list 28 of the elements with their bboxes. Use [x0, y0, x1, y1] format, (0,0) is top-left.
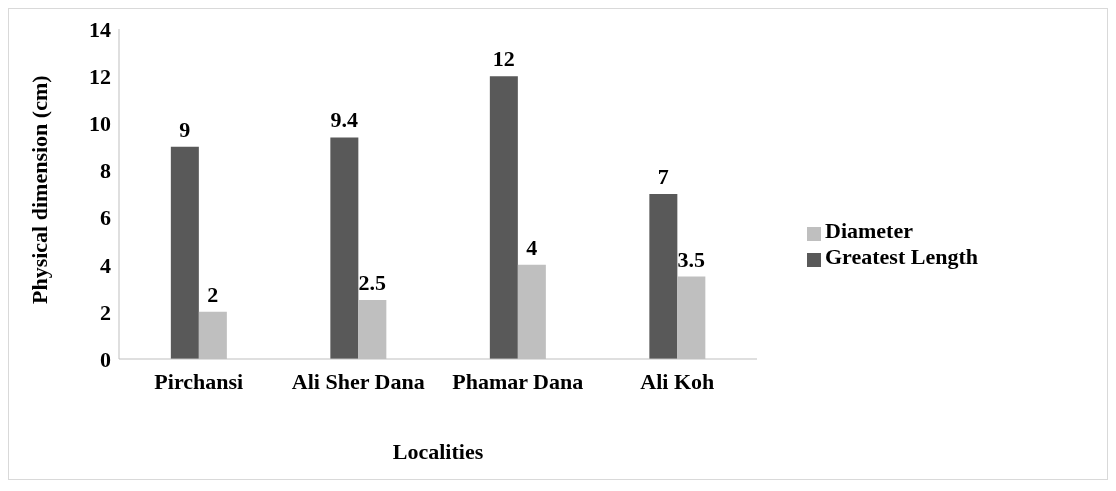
y-tick-label: 6	[100, 205, 111, 231]
data-label: 4	[526, 234, 538, 260]
data-label: 7	[657, 164, 669, 189]
y-tick-label: 12	[89, 63, 111, 89]
data-label: 2	[207, 281, 219, 307]
data-label: 9	[179, 116, 191, 142]
y-tick-label: 4	[100, 252, 111, 278]
x-axis-title: Localities	[392, 439, 484, 464]
y-tick-label: 8	[100, 158, 111, 184]
y-tick-label: 0	[100, 346, 111, 372]
y-tick-label: 14	[89, 16, 111, 42]
y-tick-label: 10	[89, 111, 111, 137]
legend-label: Diameter	[825, 218, 913, 243]
bar	[170, 146, 199, 359]
data-label: 3.5	[677, 246, 706, 272]
x-tick-label: Phamar Dana	[452, 368, 584, 394]
bar	[649, 194, 678, 359]
x-tick-label: Ali Koh	[640, 368, 715, 394]
bar	[489, 76, 518, 359]
x-tick-label: Pirchansi	[154, 368, 244, 394]
data-label: 12	[492, 46, 515, 72]
data-label: 9.4	[330, 107, 359, 133]
data-label: 2.5	[358, 270, 387, 296]
x-tick-label: Ali Sher Dana	[291, 368, 425, 394]
y-tick-label: 2	[100, 299, 111, 325]
bar	[330, 137, 359, 359]
y-axis-title: Physical dimension (cm)	[26, 75, 52, 304]
legend-label: Greatest Length	[825, 244, 978, 269]
